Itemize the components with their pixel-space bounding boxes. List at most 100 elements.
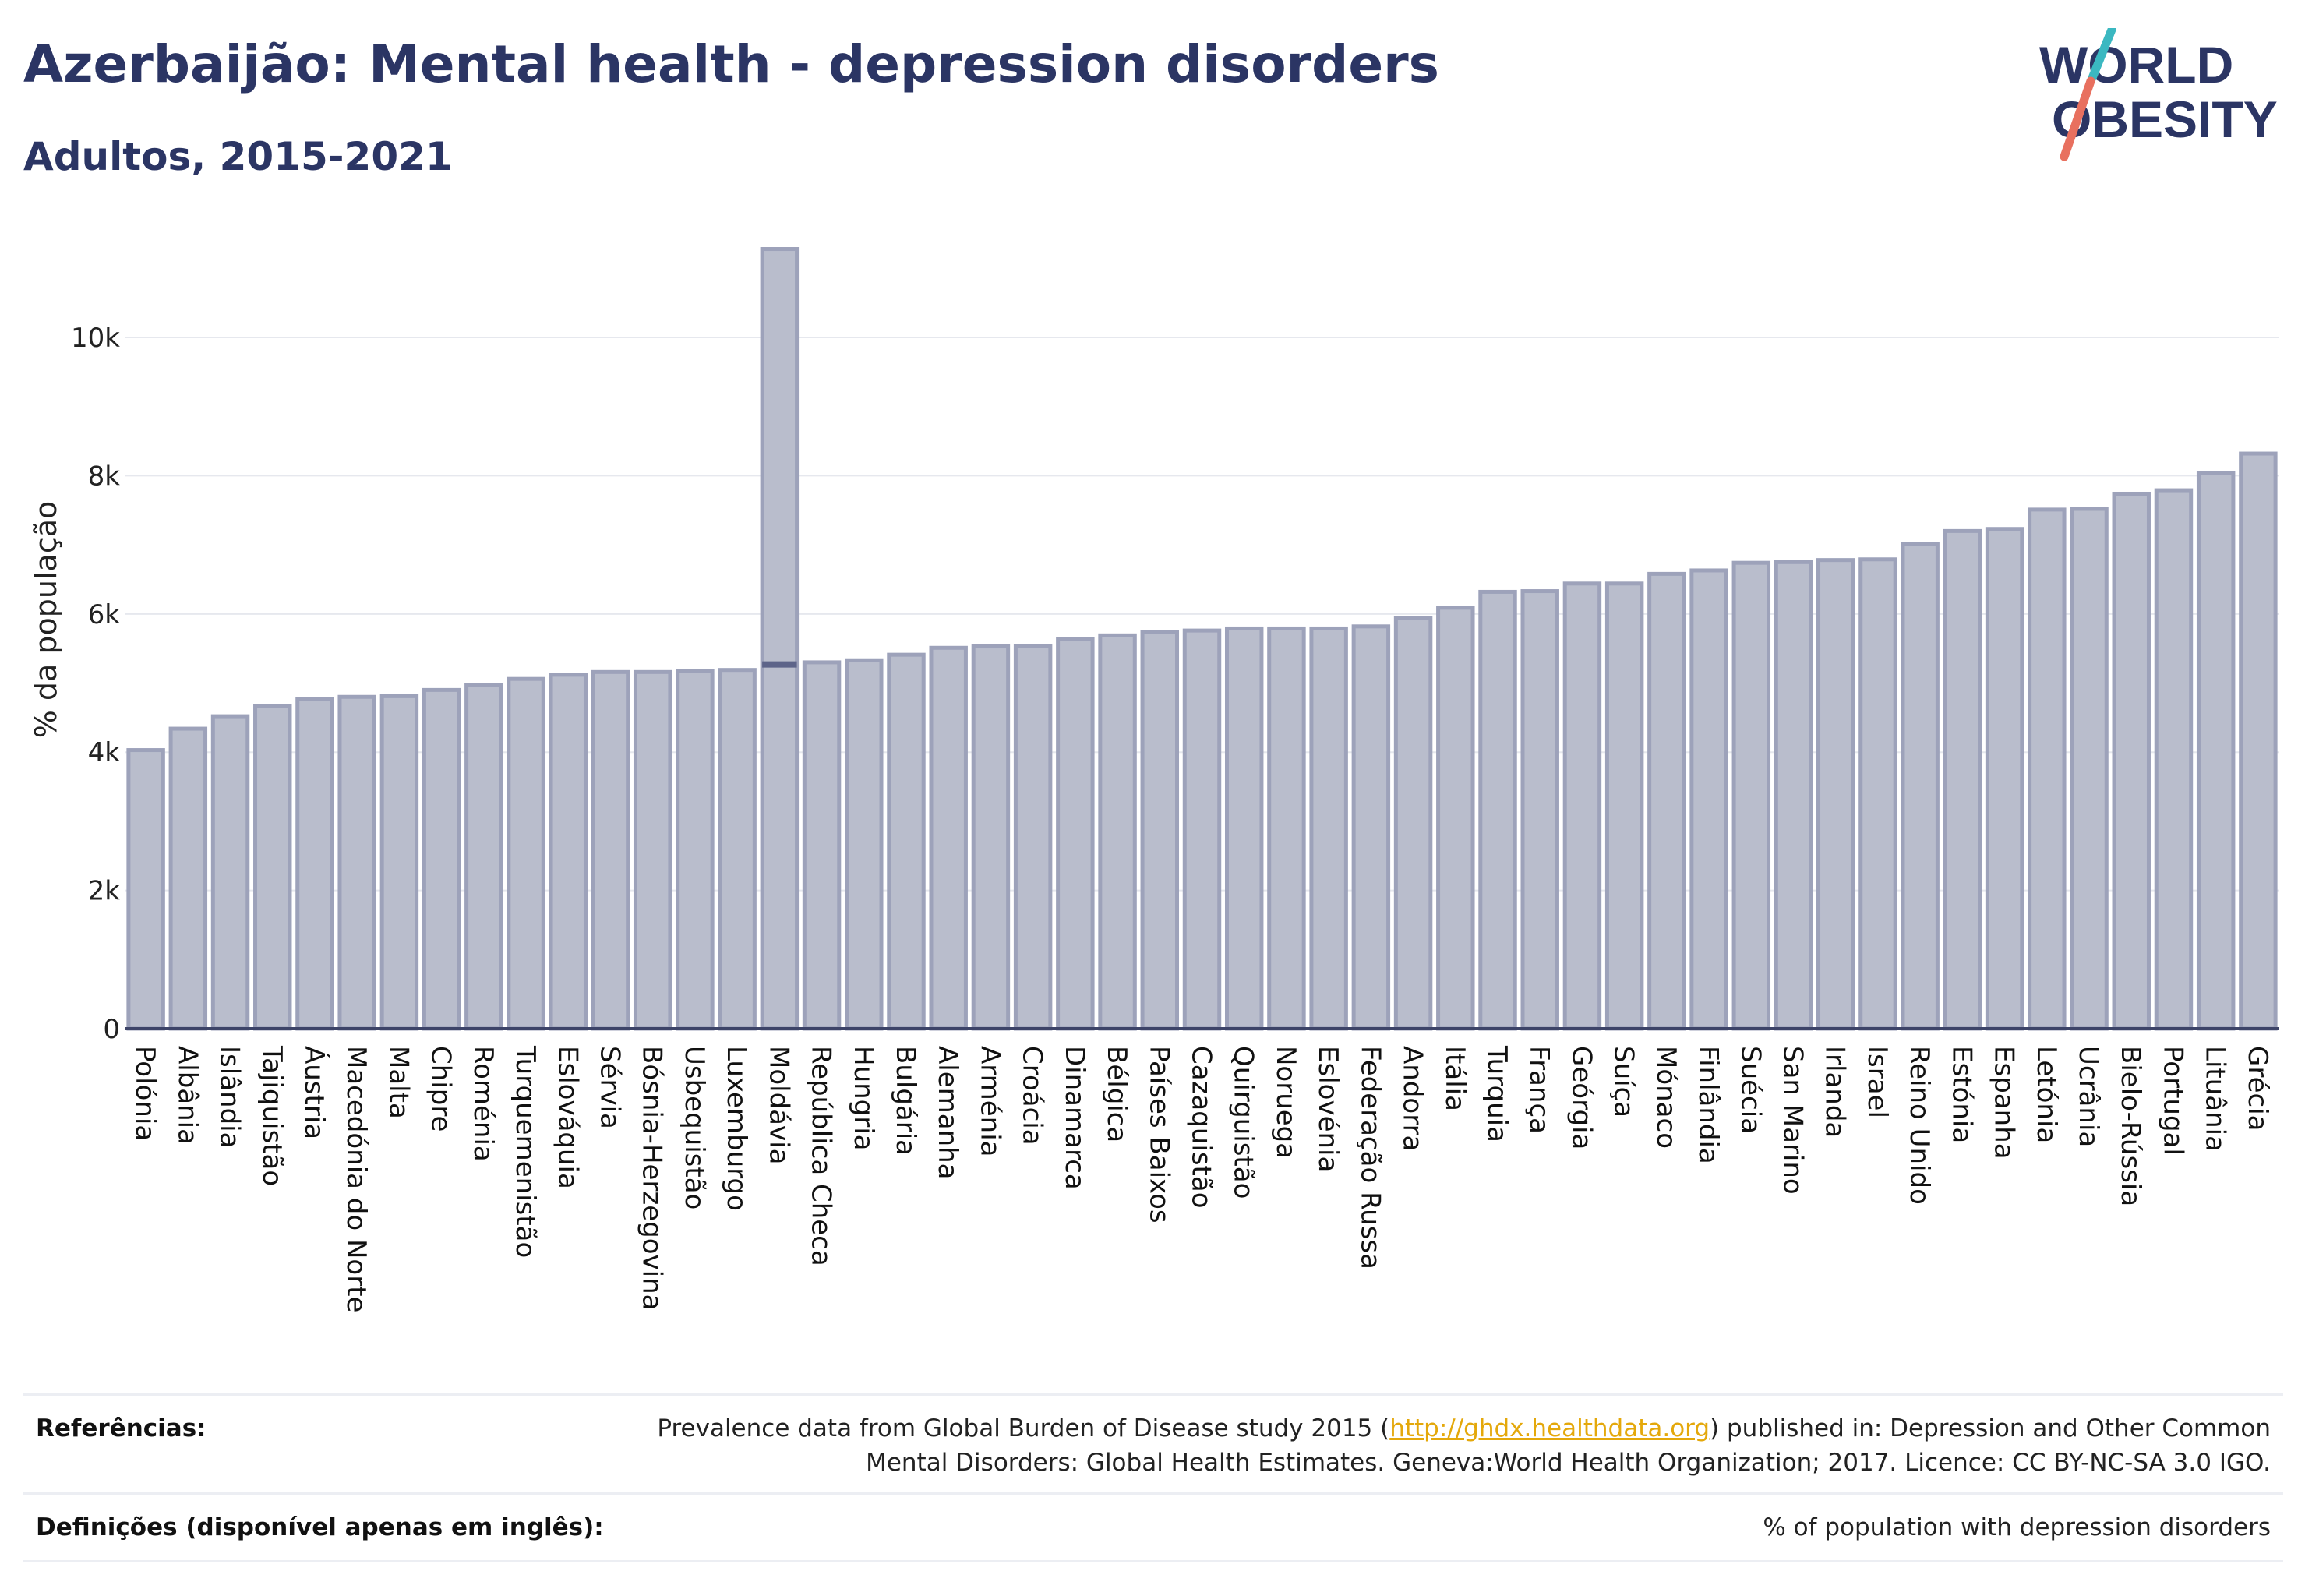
bar[interactable] xyxy=(337,694,376,1031)
y-tick-label: 0 xyxy=(103,1014,120,1045)
bar[interactable] xyxy=(929,645,968,1031)
bar[interactable] xyxy=(253,704,292,1031)
x-tick-label: Reino Unido xyxy=(1904,1046,1935,1205)
bar[interactable] xyxy=(507,676,545,1031)
x-tick-label: Bósnia-Herzegovina xyxy=(637,1046,668,1311)
bar[interactable] xyxy=(1647,571,1686,1031)
x-tick-label: Hungria xyxy=(848,1046,879,1151)
bar[interactable] xyxy=(126,748,165,1031)
x-tick-label: San Marino xyxy=(1777,1046,1809,1195)
bar[interactable] xyxy=(1140,630,1180,1031)
bar[interactable] xyxy=(1858,557,1897,1031)
page-title: Azerbaijão: Mental health - depression d… xyxy=(23,34,1439,94)
logo-slash-coral xyxy=(2060,76,2095,161)
bar[interactable] xyxy=(633,669,672,1031)
bar[interactable] xyxy=(210,714,250,1031)
x-tick-label: Islândia xyxy=(214,1046,245,1148)
bar[interactable] xyxy=(422,687,461,1031)
bar[interactable] xyxy=(1689,568,1728,1031)
x-tick-label: Macedónia do Norte xyxy=(341,1046,372,1312)
y-tick-label: 10k xyxy=(71,323,120,354)
bar[interactable] xyxy=(2112,491,2151,1031)
bar[interactable] xyxy=(464,683,503,1031)
bar[interactable] xyxy=(1774,560,1813,1031)
bar[interactable] xyxy=(760,247,800,1031)
x-tick-label: Grécia xyxy=(2242,1046,2273,1131)
x-tick-label: Chipre xyxy=(425,1046,457,1132)
world-obesity-logo: WORLD OBESITY xyxy=(2039,28,2278,161)
bar-chart: 0 2k 4k 6k 8k 10k Polónia Albânia Islândia Tajiq… xyxy=(29,247,2279,1312)
y-tick-label: 8k xyxy=(88,461,121,492)
x-tick-label: Irlanda xyxy=(1820,1046,1851,1138)
x-tick-label: Bulgária xyxy=(890,1046,921,1156)
x-tick-label: Portugal xyxy=(2157,1046,2188,1156)
y-tick-label: 4k xyxy=(88,737,121,768)
bar[interactable] xyxy=(549,673,588,1031)
x-tick-label: Usbequistão xyxy=(679,1046,710,1209)
bar[interactable] xyxy=(1731,560,1771,1031)
logo-line1: WORLD xyxy=(2039,36,2233,94)
bar[interactable] xyxy=(1478,589,1517,1031)
x-tick-label: Croácia xyxy=(1017,1046,1048,1146)
x-tick-label: Finlândia xyxy=(1693,1046,1724,1164)
x-tick-label: Turquia xyxy=(1481,1045,1513,1142)
bar[interactable] xyxy=(2239,451,2278,1031)
bar[interactable] xyxy=(1901,542,1940,1031)
bar[interactable] xyxy=(887,652,926,1031)
x-tick-label: Lituânia xyxy=(2200,1046,2231,1152)
bar[interactable] xyxy=(676,669,715,1031)
bar[interactable] xyxy=(802,660,842,1031)
x-tick-label: Áustria xyxy=(298,1046,330,1139)
x-tick-label: Países Baixos xyxy=(1143,1046,1174,1223)
bar[interactable] xyxy=(718,668,757,1031)
x-tick-label: Eslovénia xyxy=(1312,1046,1343,1172)
bar[interactable] xyxy=(591,669,630,1031)
bar[interactable] xyxy=(1267,626,1306,1031)
x-tick-label: Arménia xyxy=(974,1046,1005,1157)
x-tick-label: Cazaquistão xyxy=(1186,1046,1217,1209)
bar[interactable] xyxy=(168,726,208,1031)
x-tick-label: Geórgia xyxy=(1565,1046,1597,1149)
bar[interactable] xyxy=(295,697,334,1031)
logo-line2: OBESITY xyxy=(2052,90,2278,148)
x-tick-label: Andorra xyxy=(1397,1046,1428,1151)
bar[interactable] xyxy=(1393,616,1433,1031)
bar[interactable] xyxy=(1604,581,1644,1031)
bar[interactable] xyxy=(1098,633,1137,1031)
references-text-start: Prevalence data from Global Burden of Di… xyxy=(657,1414,1390,1442)
bar[interactable] xyxy=(1816,558,1855,1031)
bar[interactable] xyxy=(2028,507,2067,1031)
bar[interactable] xyxy=(1056,637,1095,1031)
bar[interactable] xyxy=(1224,626,1264,1031)
x-tick-label: Albânia xyxy=(171,1046,203,1145)
x-tick-label: Israel xyxy=(1862,1046,1893,1118)
x-tick-label: Tajiquistão xyxy=(256,1045,288,1186)
bar[interactable] xyxy=(379,694,419,1031)
bar[interactable] xyxy=(845,658,884,1031)
bar[interactable] xyxy=(1182,628,1222,1031)
x-tick-label: Estónia xyxy=(1946,1046,1977,1143)
references-link[interactable]: http://ghdx.healthdata.org xyxy=(1389,1414,1710,1442)
bar[interactable] xyxy=(2154,488,2194,1031)
bar[interactable] xyxy=(1520,589,1559,1031)
bar[interactable] xyxy=(1309,626,1348,1031)
x-tick-label: Bielo-Rússia xyxy=(2115,1046,2146,1206)
references-text-end: ) published in: Depression and Other Com… xyxy=(1710,1414,2271,1442)
bar[interactable] xyxy=(1013,644,1053,1031)
bar[interactable] xyxy=(1351,624,1391,1031)
bar[interactable] xyxy=(1562,581,1602,1031)
page-subtitle: Adultos, 2015-2021 xyxy=(23,134,453,179)
x-tick-label: Ucrânia xyxy=(2073,1046,2104,1147)
bar[interactable] xyxy=(1985,527,2024,1031)
x-tick-label: Turquemenistão xyxy=(510,1045,541,1258)
x-axis-labels: Polónia Albânia Islândia Tajiquistão Áustria… xyxy=(129,1045,2273,1312)
x-tick-label: Bélgica xyxy=(1101,1046,1132,1142)
x-tick-label: Quirguistão xyxy=(1228,1046,1259,1199)
bar[interactable] xyxy=(2070,507,2109,1031)
definitions-label: Definições (disponível apenas em inglês)… xyxy=(36,1513,604,1541)
bar[interactable] xyxy=(2196,471,2236,1031)
bar[interactable] xyxy=(1436,606,1475,1031)
bar[interactable] xyxy=(1943,528,1982,1031)
bar[interactable] xyxy=(971,644,1011,1031)
references-row: Referências: Prevalence data from Global… xyxy=(23,1393,2283,1492)
